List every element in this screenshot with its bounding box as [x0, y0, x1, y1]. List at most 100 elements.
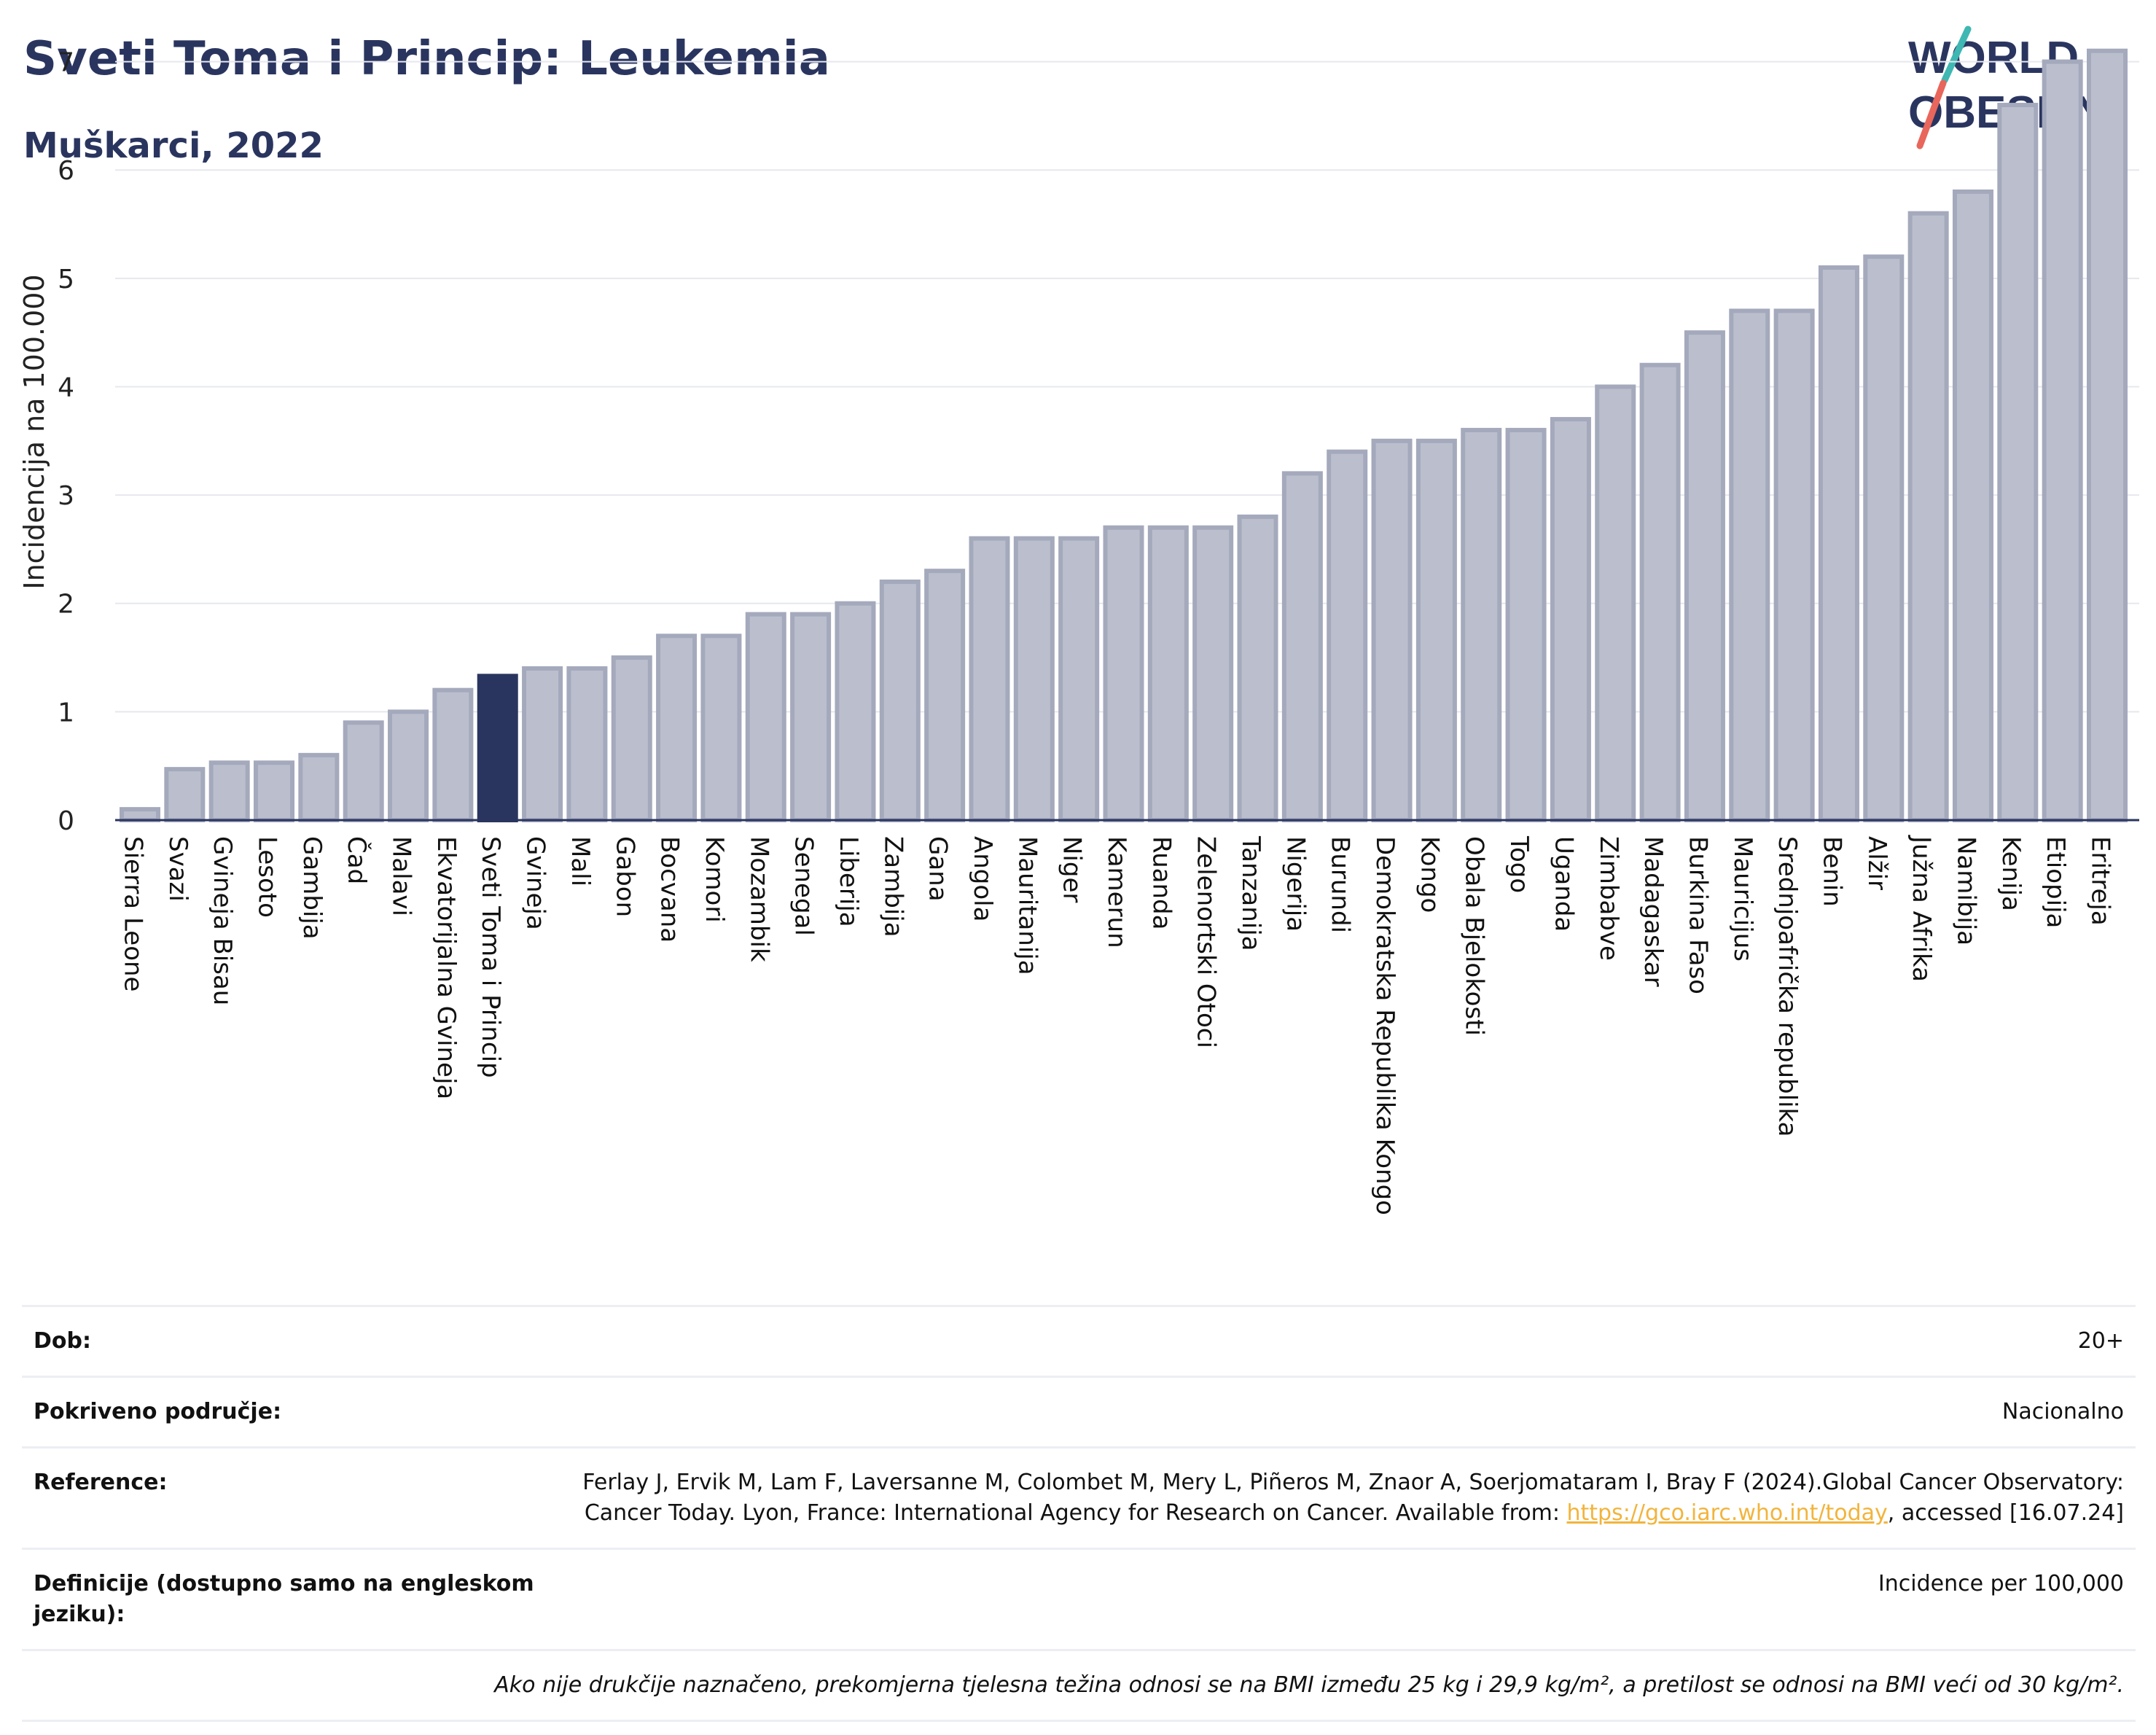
x-tick-label: Angola — [968, 836, 997, 921]
x-tick-label: Zimbabve — [1594, 836, 1623, 961]
x-tick-label: Čad — [342, 836, 372, 884]
y-tick-label: 6 — [58, 156, 74, 186]
bar-35 — [1684, 330, 1725, 823]
x-tick-label: Madagaskar — [1639, 836, 1668, 987]
x-tick-label: Burkina Faso — [1683, 836, 1712, 994]
reference-text: Ferlay J, Ervik M, Lam F, Laversanne M, … — [582, 1470, 2124, 1526]
x-tick-label: Svazi — [163, 836, 192, 902]
bar-0 — [120, 807, 160, 822]
bar-43 — [2042, 59, 2083, 823]
bar-34 — [1639, 362, 1681, 822]
bar-13 — [700, 633, 742, 823]
y-axis-title: Incidencija na 100.000 — [18, 274, 50, 589]
info-table: Dob: 20+ Pokriveno područje: Nacionalno … — [22, 1305, 2136, 1722]
bar-23 — [1147, 525, 1189, 822]
bar-40 — [1907, 211, 1949, 823]
x-tick-label: Liberija — [834, 836, 863, 927]
bar-2 — [208, 760, 250, 823]
x-tick-label: Alžir — [1862, 836, 1891, 890]
info-row-age: Dob: 20+ — [22, 1305, 2136, 1377]
y-tick-label: 0 — [58, 806, 74, 836]
info-row-note: Ako nije drukčije naznačeno, prekomjerna… — [22, 1649, 2136, 1722]
bar-7 — [432, 687, 474, 823]
x-tick-label: Senegal — [789, 836, 819, 936]
bar-31 — [1505, 427, 1547, 822]
info-row-coverage: Pokriveno područje: Nacionalno — [22, 1376, 2136, 1448]
x-tick-label: Južna Afrika — [1907, 835, 1936, 982]
x-tick-label: Kenija — [1996, 836, 2026, 911]
x-tick-labels: Sierra Leone Svazi Gvineja Bisau Lesoto Gamb… — [119, 835, 2115, 1215]
bar-33 — [1595, 384, 1636, 822]
info-key-coverage: Pokriveno područje: — [22, 1376, 555, 1448]
logo-slash-teal — [1941, 26, 1972, 84]
info-value-age: 20+ — [555, 1305, 2136, 1377]
x-tick-label: Bocvana — [655, 836, 684, 943]
bar-9 — [522, 666, 563, 822]
x-tick-label: Demokratska Republika Kongo — [1370, 836, 1399, 1215]
bar-22 — [1103, 525, 1144, 822]
info-value-coverage: Nacionalno — [555, 1376, 2136, 1448]
bar-18 — [924, 569, 966, 822]
chart-title: Sveti Toma i Princip: Leukemia — [23, 32, 830, 86]
info-key-age: Dob: — [22, 1305, 555, 1377]
x-tick-label: Malavi — [387, 836, 416, 916]
x-tick-label: Kamerun — [1102, 836, 1131, 948]
bar-29 — [1415, 438, 1457, 822]
reference-suffix: , accessed [16.07.24] — [1887, 1500, 2124, 1526]
x-tick-label: Sveti Toma i Princip — [476, 836, 505, 1078]
bar-27 — [1327, 449, 1368, 822]
x-tick-label: Zelenortski Otoci — [1192, 836, 1221, 1048]
bar-4 — [298, 752, 340, 822]
x-tick-label: Srednjoafrička republika — [1773, 836, 1802, 1136]
bar-42 — [1997, 103, 2039, 823]
bars — [120, 48, 2128, 823]
bar-10 — [566, 666, 608, 822]
bar-14 — [745, 612, 786, 822]
bar-44 — [2087, 48, 2128, 822]
x-tick-label: Sierra Leone — [119, 836, 148, 991]
bar-24 — [1192, 525, 1234, 822]
x-tick-label: Mozambik — [744, 836, 773, 962]
info-key-references: Reference: — [22, 1446, 555, 1549]
x-tick-label: Burundi — [1326, 836, 1355, 933]
bar-20 — [1013, 536, 1055, 822]
x-tick-label: Ruanda — [1147, 836, 1176, 929]
y-tick-label: 3 — [58, 481, 74, 511]
bar-3 — [254, 760, 295, 823]
x-tick-label: Namibija — [1951, 836, 1980, 946]
bar-16 — [835, 601, 876, 823]
bar-21 — [1058, 536, 1100, 822]
bar-5 — [343, 720, 384, 822]
reference-link[interactable]: https://gco.iarc.who.int/today — [1566, 1500, 1888, 1526]
x-tick-label: Gabon — [610, 836, 639, 917]
bar-41 — [1952, 189, 1993, 822]
x-tick-label: Lesoto — [253, 836, 282, 918]
y-tick-label: 4 — [58, 373, 74, 402]
x-tick-label: Mauricijus — [1728, 836, 1757, 962]
x-tick-label: Kongo — [1415, 836, 1444, 913]
info-row-definitions: Definicije (dostupno samo na engleskom j… — [22, 1548, 2136, 1650]
bar-12 — [656, 633, 698, 823]
y-tick-label: 7 — [58, 48, 74, 78]
bar-37 — [1773, 308, 1815, 822]
bar-11 — [611, 655, 652, 823]
bar-26 — [1281, 471, 1323, 822]
info-value-references: Ferlay J, Ervik M, Lam F, Laversanne M, … — [555, 1446, 2136, 1549]
x-tick-label: Eritreja — [2086, 836, 2115, 926]
bar-25 — [1237, 514, 1278, 823]
y-tick-label: 1 — [58, 698, 74, 728]
x-tick-label: Etiopija — [2041, 836, 2070, 928]
bar-chart: 0 1 2 3 4 5 6 7 Sierra Leone Svazi Gvineja Bisau L… — [18, 48, 2139, 1215]
x-tick-label: Mauritanija — [1012, 836, 1042, 975]
x-tick-label: Obala Bjelokosti — [1460, 836, 1489, 1036]
x-tick-label: Gana — [923, 836, 953, 902]
bar-36 — [1729, 308, 1770, 822]
bar-39 — [1863, 254, 1905, 822]
bar-6 — [388, 709, 429, 823]
footnote: Ako nije drukčije naznačeno, prekomjerna… — [22, 1649, 2136, 1722]
x-tick-label: Zambija — [878, 836, 907, 937]
x-tick-label: Gvineja Bisau — [208, 836, 237, 1005]
x-tick-label: Benin — [1817, 836, 1846, 907]
bar-19 — [969, 536, 1010, 822]
bar-17 — [879, 580, 921, 822]
